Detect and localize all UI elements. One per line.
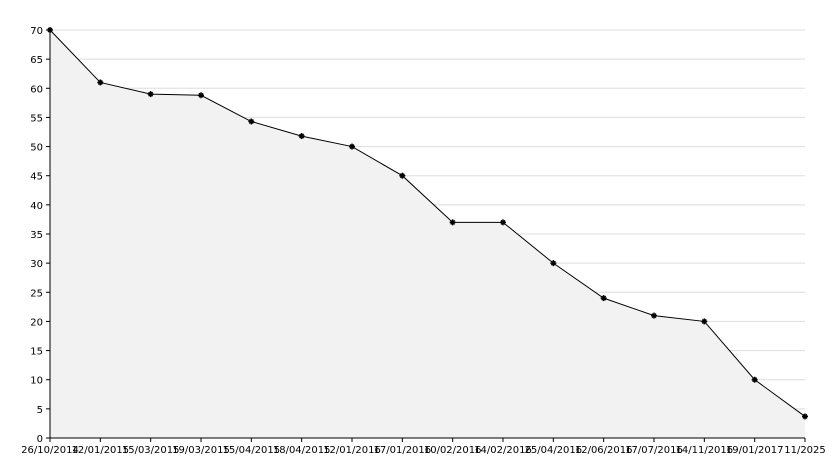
data-point bbox=[500, 219, 506, 226]
y-tick-label: 30 bbox=[30, 259, 43, 270]
point-mark bbox=[299, 133, 305, 139]
point-mark bbox=[349, 144, 355, 150]
point-mark bbox=[148, 91, 154, 97]
x-tick-label: 12/01/2016 bbox=[323, 445, 381, 456]
y-tick-label: 35 bbox=[30, 230, 43, 241]
x-tick-label: 11/2025 bbox=[784, 445, 826, 456]
y-tick-label: 0 bbox=[37, 434, 43, 445]
x-tick-label: 14/11/2016 bbox=[676, 445, 734, 456]
point-mark bbox=[500, 219, 506, 225]
x-tick-label: 12/01/2015 bbox=[72, 445, 130, 456]
point-mark bbox=[97, 79, 103, 85]
y-tick-label: 45 bbox=[30, 172, 43, 183]
y-tick-label: 70 bbox=[30, 26, 43, 37]
data-point bbox=[550, 260, 557, 267]
y-tick-label: 15 bbox=[30, 347, 43, 358]
point-mark bbox=[450, 219, 456, 225]
x-tick-label: 25/04/2016 bbox=[525, 445, 583, 456]
data-point bbox=[399, 172, 406, 179]
x-tick-label: 18/04/2015 bbox=[273, 445, 331, 456]
point-mark bbox=[752, 377, 758, 383]
area-fill bbox=[50, 30, 805, 438]
data-point bbox=[147, 91, 154, 98]
y-tick-label: 40 bbox=[30, 201, 43, 212]
y-tick-label: 55 bbox=[30, 113, 43, 124]
y-tick-label: 25 bbox=[30, 288, 43, 299]
point-mark bbox=[802, 413, 808, 419]
point-mark bbox=[601, 295, 607, 301]
data-point bbox=[298, 133, 305, 140]
x-tick-label: 15/03/2015 bbox=[122, 445, 180, 456]
y-tick-label: 5 bbox=[37, 405, 43, 416]
x-tick-label: 15/04/2015 bbox=[223, 445, 281, 456]
point-mark bbox=[399, 173, 405, 179]
y-tick-label: 65 bbox=[30, 55, 43, 66]
data-point bbox=[449, 219, 456, 226]
x-tick-label: 12/06/2016 bbox=[575, 445, 633, 456]
data-point bbox=[802, 413, 808, 420]
data-point bbox=[751, 376, 758, 383]
y-tick-label: 50 bbox=[30, 143, 43, 154]
data-point bbox=[651, 312, 657, 319]
data-point bbox=[248, 118, 255, 125]
point-mark bbox=[701, 318, 707, 324]
data-point bbox=[97, 79, 104, 86]
x-tick-label: 17/07/2016 bbox=[625, 445, 683, 456]
data-point bbox=[198, 92, 204, 99]
data-point bbox=[701, 318, 708, 325]
x-tick-label: 10/02/2016 bbox=[424, 445, 482, 456]
point-mark bbox=[248, 118, 254, 125]
y-tick-label: 10 bbox=[30, 376, 43, 387]
x-tick-label: 26/10/2014 bbox=[21, 445, 79, 456]
x-tick-label: 19/03/2015 bbox=[172, 445, 230, 456]
data-point bbox=[349, 143, 355, 150]
series-line bbox=[49, 29, 806, 417]
y-tick-label: 60 bbox=[30, 84, 43, 95]
point-mark bbox=[198, 92, 204, 98]
point-mark bbox=[651, 313, 657, 319]
y-tick-label: 20 bbox=[30, 317, 43, 328]
data-point bbox=[600, 295, 607, 302]
x-tick-label: 14/02/2016 bbox=[474, 445, 532, 456]
x-tick-label: 17/01/2016 bbox=[374, 445, 432, 456]
point-mark bbox=[550, 260, 556, 266]
x-tick-label: 19/01/2017 bbox=[726, 445, 784, 456]
